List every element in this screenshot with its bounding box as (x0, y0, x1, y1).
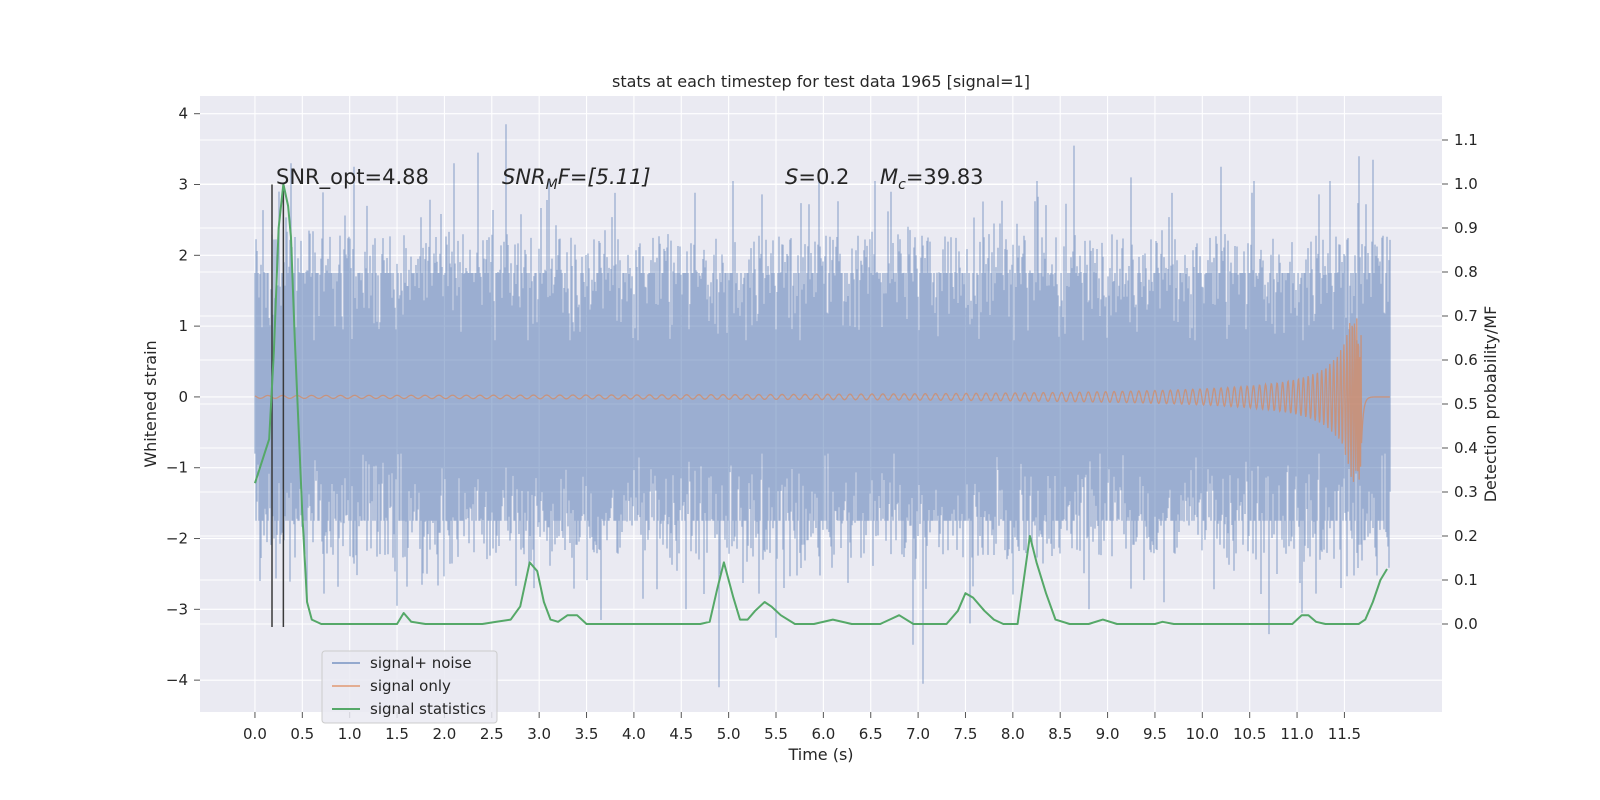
y-tick-label: 1 (178, 317, 188, 335)
x-tick-label: 10.0 (1186, 725, 1219, 743)
x-tick-label: 2.5 (480, 725, 504, 743)
signal-only-trace (254, 318, 1390, 482)
annotation-snr-mf-main: SNR (502, 165, 546, 189)
axes: 0.0 0.5 1.0 1.5 2.0 2.5 3.0 3.5 4.0 4.5 5.0 5.5 6.0 6… (166, 105, 1478, 743)
x-tick-label: 7.0 (906, 725, 930, 743)
y-tick-label: −3 (166, 600, 188, 618)
annotation-mc-sub: c (898, 177, 906, 193)
x-tick-label: 8.5 (1048, 725, 1072, 743)
y-right-tick-label: 0.7 (1454, 307, 1478, 325)
annotation-mc-tail: =39.83 (906, 165, 984, 189)
y-tick-label: 4 (178, 105, 188, 123)
x-tick-label: 10.5 (1233, 725, 1266, 743)
y-right-tick-label: 0.8 (1454, 263, 1478, 281)
y-tick-label: 2 (178, 246, 188, 264)
y-right-tick-label: 1.1 (1454, 131, 1478, 149)
legend-box (321, 650, 498, 724)
x-tick-label: 8.0 (1001, 725, 1025, 743)
legend-label-signal-only: signal only (370, 677, 451, 695)
annotations: SNR_opt=4.88 SNRMF=[5.11] S=0.2 Mc=39.83 (276, 165, 984, 193)
y-right-tick-label: 0.4 (1454, 439, 1478, 457)
x-tick-label: 6.0 (811, 725, 835, 743)
y-tick-label: −1 (166, 459, 188, 477)
annotation-snr-mf-sub: M (546, 177, 558, 193)
x-tick-label: 3.0 (527, 725, 551, 743)
x-tick-label: 0.0 (243, 725, 267, 743)
signal-statistics-trace (253, 183, 1388, 625)
x-tick-label: 9.0 (1096, 725, 1120, 743)
y-right-tick-label: 0.1 (1454, 571, 1478, 589)
y-right-tick-label: 0.0 (1454, 615, 1478, 633)
chart-title: stats at each timestep for test data 196… (612, 72, 1030, 91)
y-right-tick-label: 0.2 (1454, 527, 1478, 545)
y-axis-right-title: Detection probability/MF (1481, 306, 1500, 503)
x-tick-label: 11.0 (1280, 725, 1313, 743)
annotation-mc-main: M (880, 165, 898, 189)
x-tick-label: 9.5 (1143, 725, 1167, 743)
annotation-snr-opt: SNR_opt=4.88 (276, 165, 429, 190)
y-right-tick-label: 0.3 (1454, 483, 1478, 501)
y-right-tick-label: 0.5 (1454, 395, 1478, 413)
annotation-s-tail: =0.2 (798, 165, 849, 189)
x-tick-label: 5.0 (717, 725, 741, 743)
legend: signal+ noise signal only signal statist… (321, 650, 498, 724)
signal-noise-trace (254, 124, 1391, 688)
y-right-tick-label: 0.6 (1454, 351, 1478, 369)
signal-only-series (254, 318, 1390, 482)
y-tick-label: 0 (178, 388, 188, 406)
x-tick-label: 7.5 (954, 725, 978, 743)
annotation-snr-mf: SNRMF=[5.11] (502, 165, 651, 193)
x-tick-label: 2.0 (432, 725, 456, 743)
y-right-tick-label: 0.9 (1454, 219, 1478, 237)
signal-noise-series (254, 124, 1391, 688)
x-tick-label: 4.0 (622, 725, 646, 743)
annotation-snr-mf-tail: F=[5.11] (558, 165, 651, 189)
vertical-markers (271, 184, 285, 628)
annotation-mc: Mc=39.83 (880, 165, 984, 193)
y-tick-label: −2 (166, 530, 188, 548)
legend-label-signal-noise: signal+ noise (370, 654, 472, 672)
legend-label-signal-statistics: signal statistics (370, 700, 486, 718)
x-tick-label: 4.5 (669, 725, 693, 743)
x-tick-label: 11.5 (1328, 725, 1361, 743)
x-tick-label: 0.5 (290, 725, 314, 743)
y-tick-label: 3 (178, 176, 188, 194)
y-axis-title: Whitened strain (141, 340, 160, 467)
x-tick-label: 3.5 (575, 725, 599, 743)
annotation-s: S=0.2 (785, 165, 849, 189)
y-tick-label: −4 (166, 671, 188, 689)
x-tick-label: 1.5 (385, 725, 409, 743)
y-right-tick-label: 1.0 (1454, 175, 1478, 193)
x-axis-title: Time (s) (787, 745, 853, 764)
annotation-s-main: S (785, 165, 798, 189)
signal-statistics-series (253, 183, 1388, 625)
x-tick-label: 1.0 (338, 725, 362, 743)
x-tick-label: 5.5 (764, 725, 788, 743)
x-tick-label: 6.5 (859, 725, 883, 743)
